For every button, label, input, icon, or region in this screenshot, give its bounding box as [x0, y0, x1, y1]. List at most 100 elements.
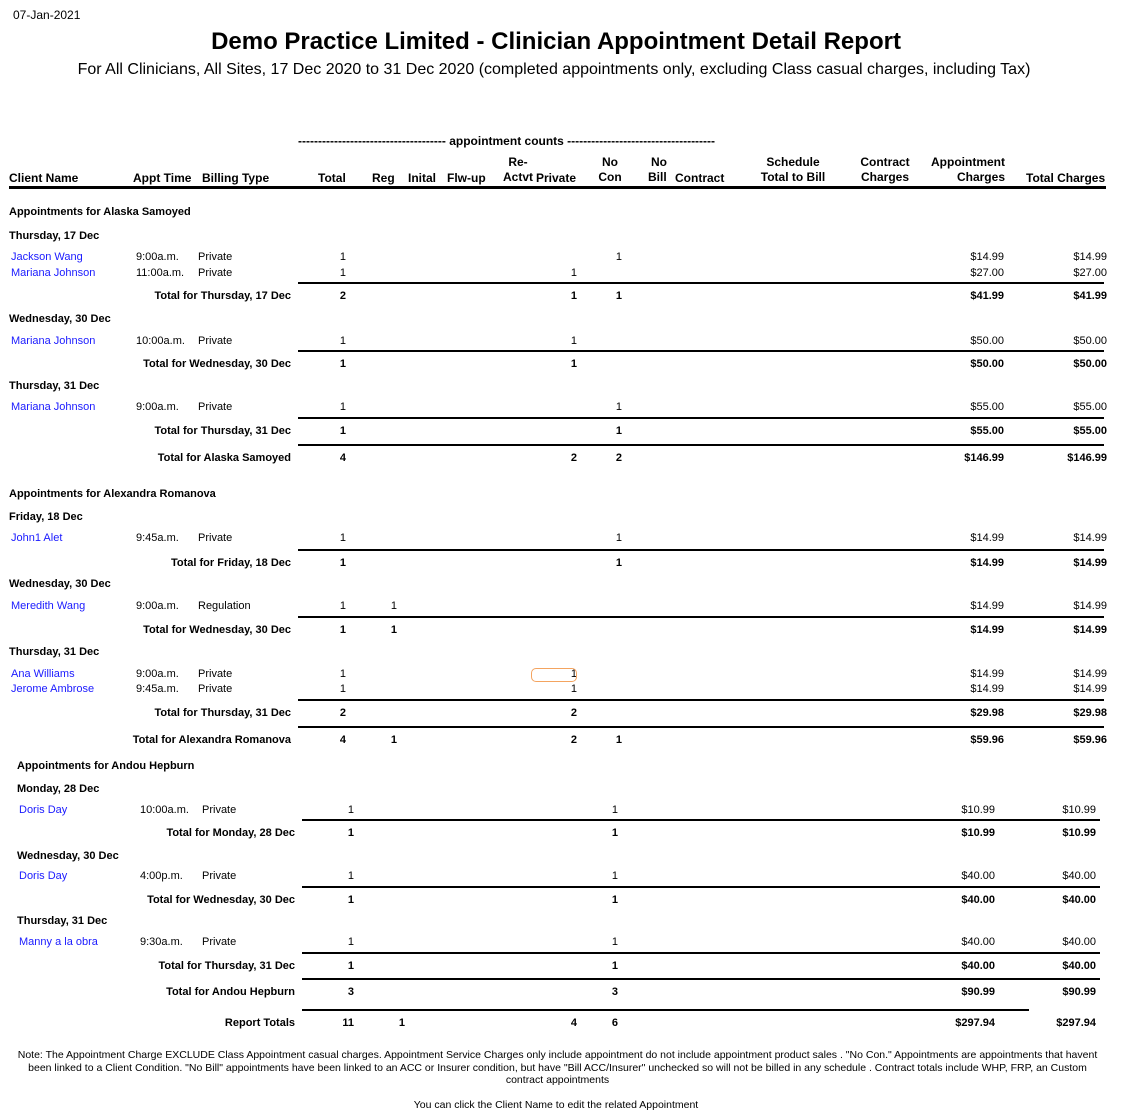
col-inital: Inital [408, 171, 437, 185]
cell-private: 1 [570, 683, 577, 695]
total-rule [298, 699, 1104, 701]
day-header: Wednesday, 30 Dec [9, 313, 111, 325]
billing-type: Regulation [198, 600, 251, 612]
total-label: Total for Alaska Samoyed [157, 452, 291, 464]
client-name-link[interactable]: Jackson Wang [11, 251, 83, 263]
cell-total-charges: $297.94 [1056, 1017, 1096, 1029]
col-contract: Contract [675, 171, 725, 185]
cell-nocon: 1 [611, 804, 618, 816]
col-re-actvt: Re- Actvt [496, 155, 540, 185]
total-label: Total for Wednesday, 30 Dec [147, 894, 295, 906]
client-name-link[interactable]: Mariana Johnson [11, 335, 96, 347]
day-header: Monday, 28 Dec [17, 783, 100, 795]
cell-nocon: 1 [615, 290, 622, 302]
billing-type: Private [198, 683, 233, 695]
cell-appt-charges: $14.99 [970, 251, 1004, 263]
cell-total: 1 [347, 960, 354, 972]
cell-total: 1 [339, 425, 346, 437]
cell-nocon: 1 [611, 960, 618, 972]
cell-nocon: 1 [615, 425, 622, 437]
cell-total-charges: $50.00 [1073, 358, 1107, 370]
cell-total: 1 [339, 251, 346, 263]
cell-nocon: 1 [611, 894, 618, 906]
day-header: Wednesday, 30 Dec [9, 578, 111, 590]
cell-total-charges: $50.00 [1073, 335, 1107, 347]
footer-hint: You can click the Client Name to edit th… [413, 1099, 699, 1111]
col-client-name: Client Name [9, 171, 79, 185]
col-total: Total [318, 171, 346, 185]
cell-reg: 1 [398, 1017, 405, 1029]
day-header: Wednesday, 30 Dec [17, 850, 119, 862]
client-name-link[interactable]: Doris Day [19, 870, 68, 882]
cell-private: 1 [570, 358, 577, 370]
cell-private: 2 [570, 707, 577, 719]
total-rule [298, 350, 1104, 352]
cell-total-charges: $40.00 [1062, 894, 1096, 906]
cell-total: 1 [347, 894, 354, 906]
col-appt-charges-line2: Charges [956, 170, 1005, 184]
day-header: Thursday, 31 Dec [9, 380, 100, 392]
total-label: Total for Alexandra Romanova [132, 734, 291, 746]
cell-appt-charges: $50.00 [970, 358, 1004, 370]
appointment-counts-header: ------------------------------------- ap… [298, 134, 716, 148]
cell-total: 1 [339, 668, 346, 680]
cell-reg: 1 [390, 734, 397, 746]
focus-highlight [531, 668, 577, 682]
cell-total: 1 [339, 335, 346, 347]
client-name-link[interactable]: John1 Alet [11, 532, 63, 544]
col-no-con-line2: Con [598, 170, 622, 184]
total-rule [302, 886, 1100, 888]
cell-nocon: 1 [615, 557, 622, 569]
client-name-link[interactable]: Manny a la obra [19, 936, 98, 948]
billing-type: Private [198, 251, 233, 263]
col-no-con: No Con [596, 155, 624, 185]
day-header: Friday, 18 Dec [9, 511, 83, 523]
cell-appt-charges: $55.00 [970, 401, 1004, 413]
cell-nocon: 1 [611, 827, 618, 839]
report-date: 07-Jan-2021 [13, 8, 81, 22]
col-contract-charges-line2: Charges [860, 170, 910, 184]
cell-total: 1 [339, 267, 346, 279]
appt-time: 10:00a.m. [136, 335, 185, 347]
total-label: Total for Wednesday, 30 Dec [143, 624, 291, 636]
cell-total-charges: $29.98 [1073, 707, 1107, 719]
col-schedule-line1: Schedule [766, 155, 820, 169]
col-reg: Reg [372, 171, 395, 185]
col-flw-up: Flw-up [447, 171, 486, 185]
cell-private: 1 [570, 267, 577, 279]
cell-total-charges: $90.99 [1062, 986, 1096, 998]
cell-total: 1 [339, 600, 346, 612]
cell-private: 1 [570, 335, 577, 347]
client-name-link[interactable]: Meredith Wang [11, 600, 86, 612]
col-total-charges: Total Charges [1026, 171, 1106, 185]
cell-total: 1 [347, 870, 354, 882]
client-name-link[interactable]: Mariana Johnson [11, 267, 96, 279]
total-rule [302, 1009, 1029, 1011]
cell-total-charges: $14.99 [1073, 600, 1107, 612]
col-no-con-line1: No [602, 155, 618, 169]
appt-time: 9:00a.m. [136, 251, 179, 263]
cell-total-charges: $59.96 [1073, 734, 1107, 746]
total-rule [302, 978, 1100, 980]
cell-appt-charges: $297.94 [955, 1017, 995, 1029]
appt-time: 9:00a.m. [136, 600, 179, 612]
col-re-actvt-line1: Re- [508, 155, 528, 169]
cell-total: 1 [339, 624, 346, 636]
appt-time: 9:45a.m. [136, 683, 179, 695]
cell-private: 2 [570, 734, 577, 746]
client-name-link[interactable]: Ana Williams [11, 668, 75, 680]
col-no-bill-line1: No [651, 155, 667, 169]
total-label: Total for Wednesday, 30 Dec [143, 358, 291, 370]
appt-time: 11:00a.m. [136, 267, 185, 279]
client-name-link[interactable]: Doris Day [19, 804, 68, 816]
client-name-link[interactable]: Jerome Ambrose [11, 683, 95, 695]
group-header: Appointments for Andou Hepburn [17, 760, 195, 772]
cell-total: 3 [347, 986, 354, 998]
client-name-link[interactable]: Mariana Johnson [11, 401, 96, 413]
cell-total-charges: $55.00 [1073, 401, 1107, 413]
cell-appt-charges: $10.99 [961, 827, 995, 839]
cell-nocon: 1 [615, 401, 622, 413]
col-schedule-total: Schedule Total to Bill [748, 155, 838, 185]
cell-total-charges: $14.99 [1073, 624, 1107, 636]
cell-appt-charges: $40.00 [961, 870, 995, 882]
